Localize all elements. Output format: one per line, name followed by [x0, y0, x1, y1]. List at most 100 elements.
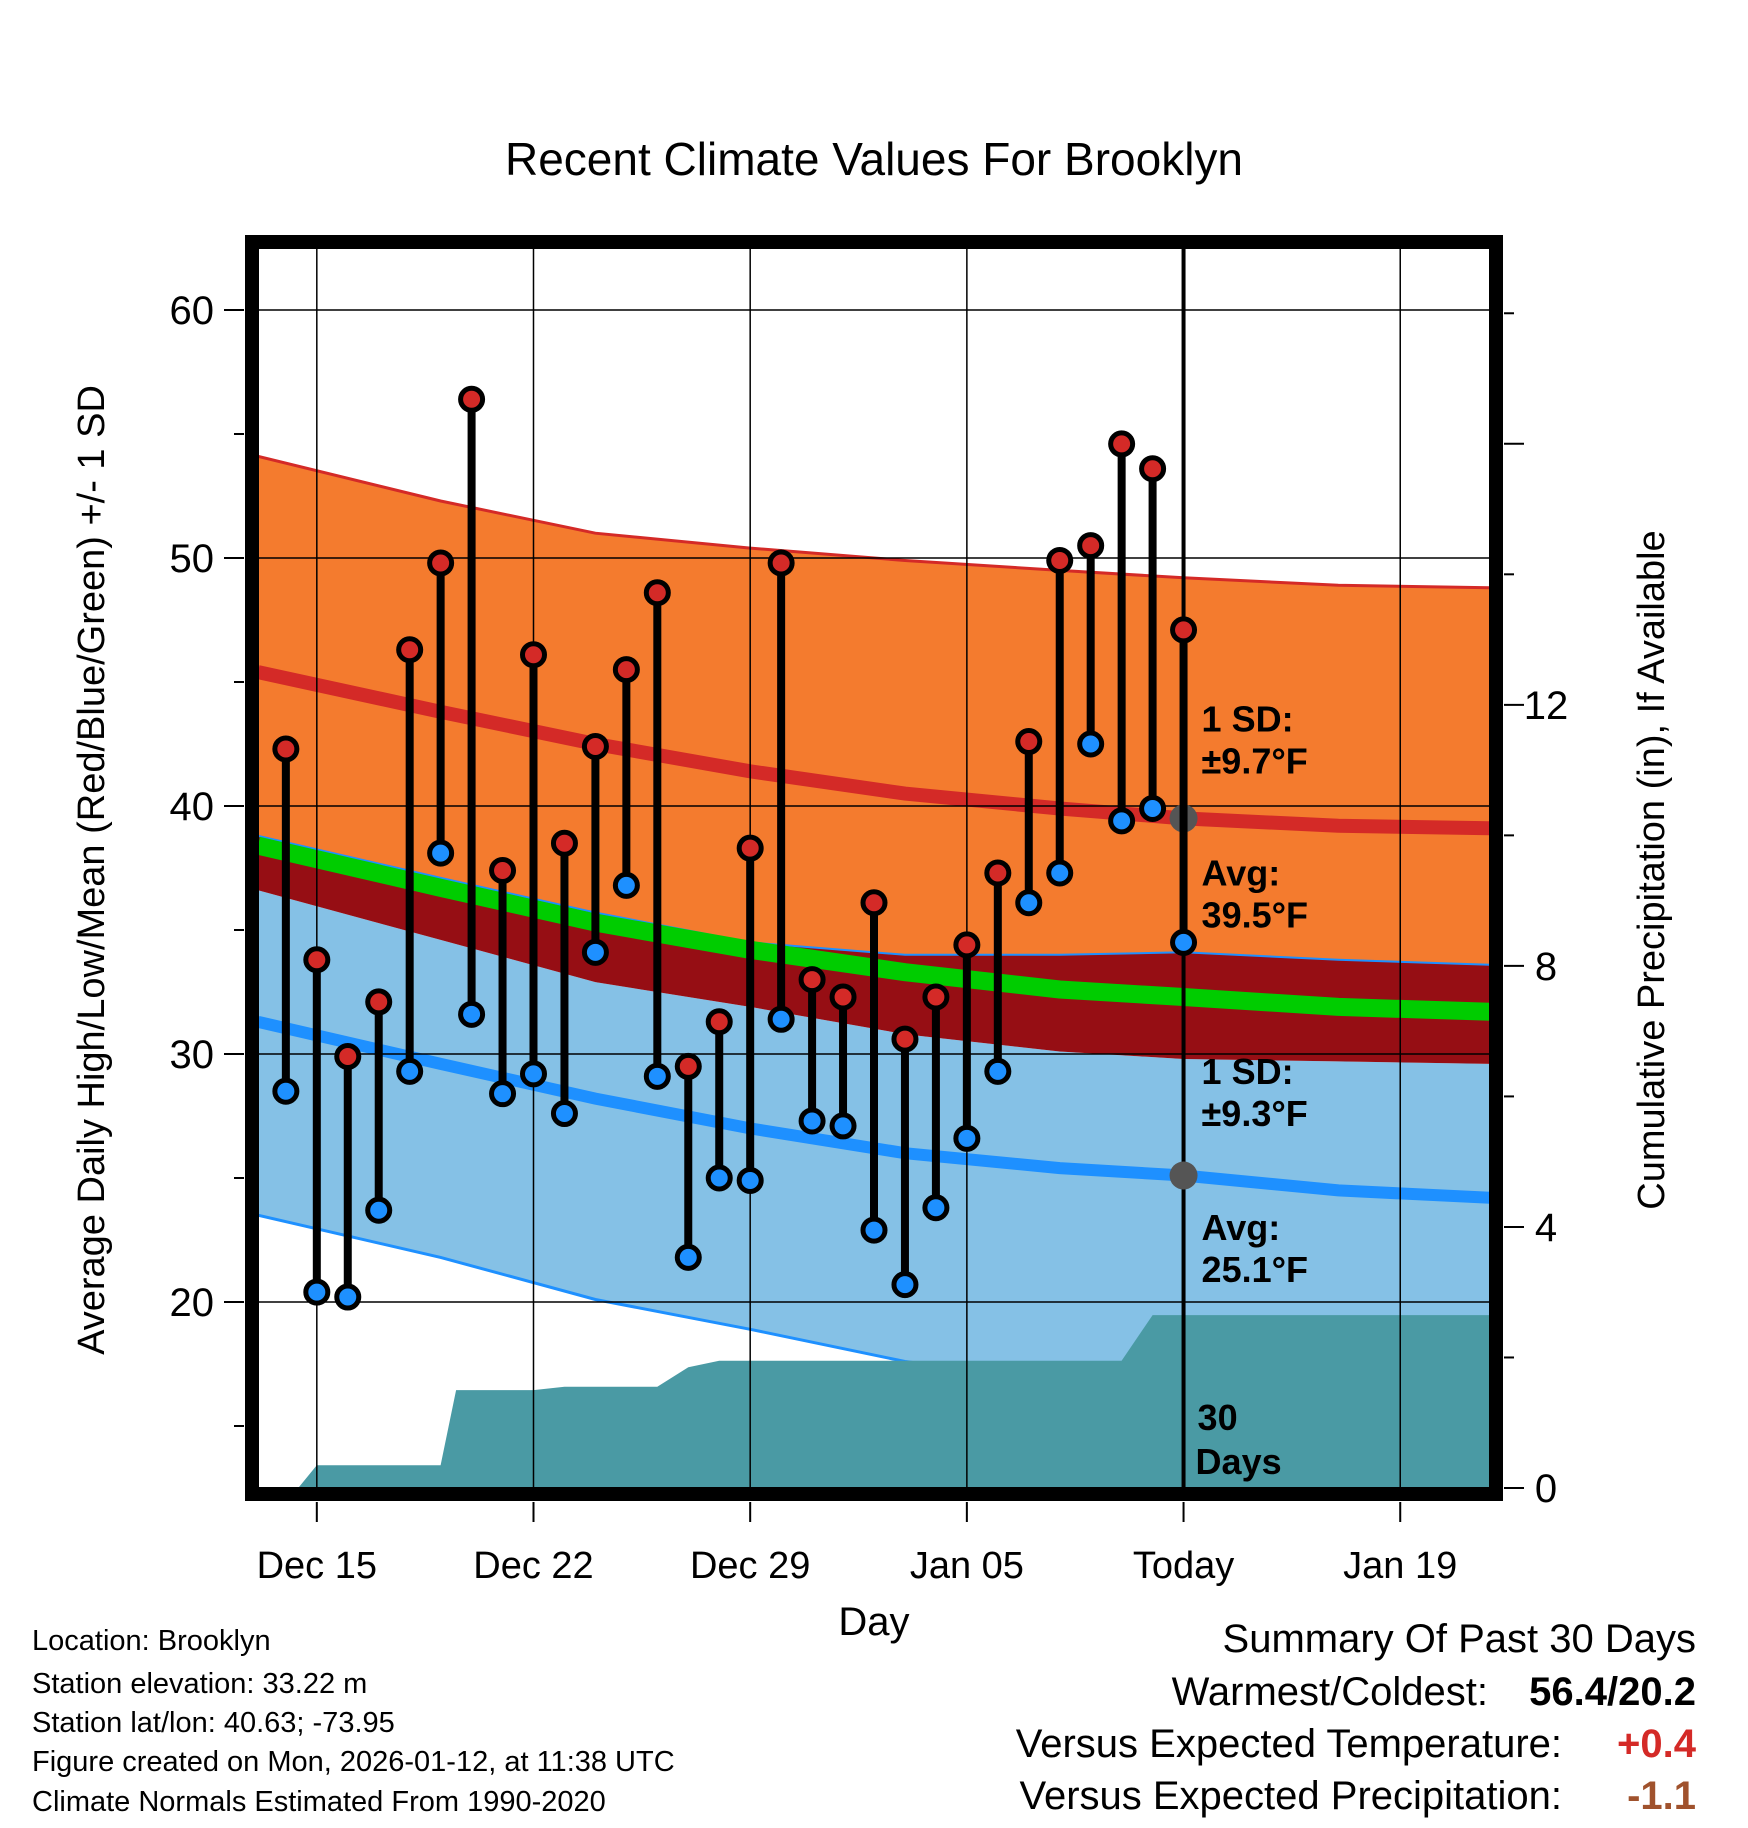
- x-tick-label: Dec 29: [690, 1545, 810, 1587]
- high-sd-upper-edge: [258, 454, 1490, 590]
- daily-low-dot: [736, 1166, 764, 1194]
- x-tick-label: Jan 19: [1343, 1545, 1457, 1587]
- daily-high-dot: [272, 735, 300, 763]
- daily-low-dot: [612, 871, 640, 899]
- daily-high-dot: [984, 859, 1012, 887]
- daily-high-dot: [736, 834, 764, 862]
- daily-high-dot: [581, 732, 609, 760]
- daily-low-dot: [365, 1196, 393, 1224]
- daily-high-dot: [612, 656, 640, 684]
- x-tick-label: Today: [1133, 1545, 1234, 1587]
- summary-title: Summary Of Past 30 Days: [1222, 1617, 1696, 1661]
- daily-high-dot: [550, 829, 578, 857]
- precip-vs-expected-value: -1.1: [1627, 1774, 1696, 1818]
- sd-label-line1: Avg:: [1202, 852, 1281, 893]
- plot-frame: [245, 235, 1503, 1501]
- y2-tick-label: 4: [1535, 1206, 1557, 1250]
- x-tick-label: Dec 15: [257, 1545, 377, 1587]
- daily-low-dot: [272, 1077, 300, 1105]
- daily-high-dot: [1046, 546, 1074, 574]
- today-avg-low-marker: [1169, 1161, 1198, 1190]
- daily-low-dot: [1015, 889, 1043, 917]
- daily-low-dot: [922, 1194, 950, 1222]
- y-axis-label: Average Daily High/Low/Mean (Red/Blue/Gr…: [71, 385, 113, 1355]
- sd-label-line2: ±9.3°F: [1202, 1093, 1308, 1134]
- y-tick-label: 30: [170, 1033, 215, 1077]
- daily-low-dot: [984, 1057, 1012, 1085]
- daily-high-dot: [1077, 532, 1105, 560]
- daily-high-dot: [767, 549, 795, 577]
- daily-high-dot: [519, 641, 547, 669]
- precip-days-label-number: 30: [1198, 1397, 1238, 1438]
- y2-tick-label: 0: [1535, 1467, 1557, 1511]
- sd-label-line2: 25.1°F: [1202, 1249, 1308, 1290]
- daily-high-dot: [705, 1008, 733, 1036]
- daily-high-dot: [1170, 616, 1198, 644]
- y-tick-label: 20: [170, 1281, 215, 1325]
- x-tick-label: Jan 05: [910, 1545, 1024, 1587]
- precip-vs-expected-label: Versus Expected Precipitation:: [1019, 1774, 1562, 1818]
- y-tick-label: 40: [170, 785, 215, 829]
- chart-title: Recent Climate Values For Brooklyn: [505, 133, 1243, 185]
- daily-low-dot: [674, 1243, 702, 1271]
- sd-label-line2: 39.5°F: [1202, 894, 1308, 935]
- daily-low-dot: [829, 1112, 857, 1140]
- daily-high-dot: [427, 549, 455, 577]
- daily-low-dot: [705, 1164, 733, 1192]
- temp-vs-expected-value: +0.4: [1617, 1722, 1696, 1766]
- sd-label-line1: 1 SD:: [1202, 699, 1294, 740]
- daily-high-dot: [1108, 430, 1136, 458]
- daily-high-dot: [458, 385, 486, 413]
- daily-low-dot: [891, 1271, 919, 1299]
- y-tick-label: 60: [170, 289, 215, 333]
- daily-high-dot: [489, 856, 517, 884]
- daily-high-dot: [798, 966, 826, 994]
- daily-low-dot: [798, 1107, 826, 1135]
- y-tick-label: 50: [170, 537, 215, 581]
- normal-mean-line: [258, 836, 1490, 1021]
- daily-low-dot: [1077, 730, 1105, 758]
- daily-low-dot: [489, 1080, 517, 1108]
- daily-high-dot: [1015, 728, 1043, 756]
- station-elevation: Station elevation: 33.22 m: [32, 1668, 368, 1700]
- warm-cold-label: Warmest/Coldest:: [1171, 1670, 1488, 1714]
- sd-label-line2: ±9.7°F: [1202, 741, 1308, 782]
- daily-low-dot: [1108, 807, 1136, 835]
- daily-low-dot: [396, 1057, 424, 1085]
- daily-low-dot: [953, 1124, 981, 1152]
- daily-high-dot: [860, 889, 888, 917]
- daily-low-dot: [1046, 859, 1074, 887]
- y2-tick-label: 8: [1535, 945, 1557, 989]
- daily-high-dot: [922, 983, 950, 1011]
- high-sd-lower-edge: [258, 834, 1490, 966]
- daily-low-dot: [1139, 794, 1167, 822]
- daily-low-dot: [334, 1283, 362, 1311]
- normal-high-line: [258, 665, 1490, 836]
- daily-high-dot: [396, 636, 424, 664]
- daily-low-dot: [427, 839, 455, 867]
- warm-cold-value: 56.4/20.2: [1529, 1670, 1696, 1714]
- daily-high-dot: [1139, 455, 1167, 483]
- y2-axis-label: Cumulative Precipitation (in), If Availa…: [1631, 530, 1673, 1209]
- daily-high-dot: [365, 988, 393, 1016]
- daily-low-dot: [860, 1216, 888, 1244]
- daily-low-dot: [550, 1100, 578, 1128]
- daily-low-dot: [643, 1062, 671, 1090]
- daily-high-dot: [953, 931, 981, 959]
- daily-low-dot: [581, 938, 609, 966]
- daily-low-dot: [519, 1060, 547, 1088]
- daily-high-dot: [303, 946, 331, 974]
- daily-high-dot: [643, 579, 671, 607]
- daily-high-dot: [674, 1052, 702, 1080]
- sd-label-line1: Avg:: [1202, 1207, 1281, 1248]
- daily-low-dot: [1170, 928, 1198, 956]
- x-tick-label: Dec 22: [473, 1545, 593, 1587]
- sd-label-line1: 1 SD:: [1202, 1051, 1294, 1092]
- temp-vs-expected-label: Versus Expected Temperature:: [1015, 1722, 1562, 1766]
- daily-low-dot: [303, 1278, 331, 1306]
- figure-created: Figure created on Mon, 2026-01-12, at 11…: [32, 1746, 675, 1778]
- station-location: Location: Brooklyn: [32, 1625, 271, 1657]
